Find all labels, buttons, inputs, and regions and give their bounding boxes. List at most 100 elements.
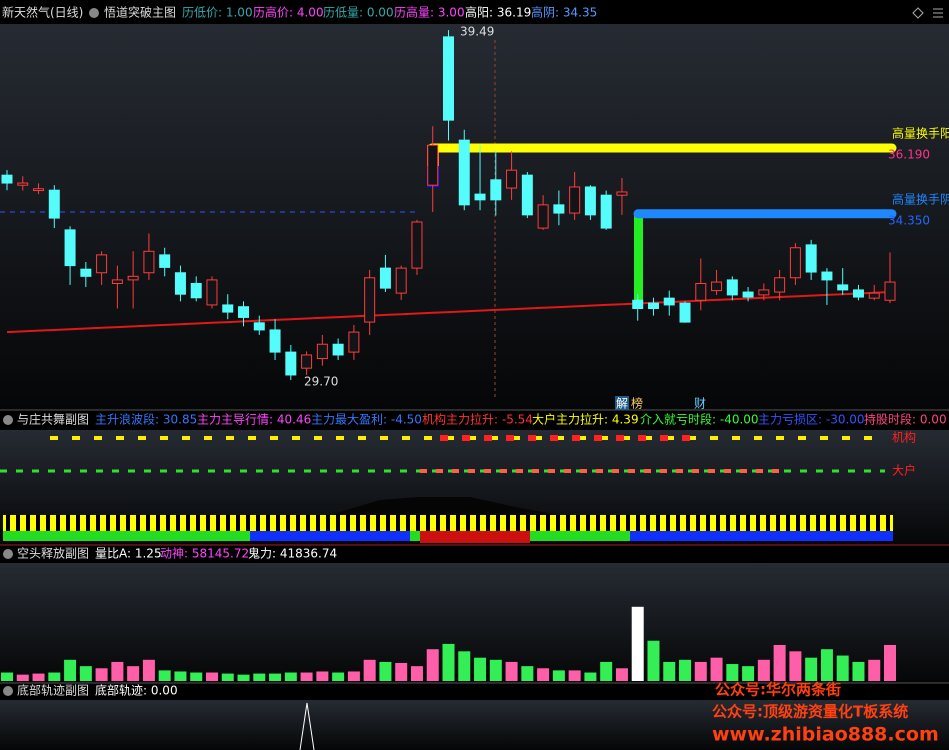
panel-title: 与庄共舞副图 xyxy=(17,412,89,427)
menu-icon[interactable] xyxy=(3,686,13,696)
panel4 xyxy=(0,700,949,750)
candle-body xyxy=(364,277,376,323)
low-label: 29.70 xyxy=(304,375,338,389)
candle-body xyxy=(269,329,281,353)
menu-icon[interactable] xyxy=(3,415,13,425)
candle-body xyxy=(111,279,123,284)
panel-item: 持股时段: 0.00 xyxy=(864,412,947,427)
volume-bar xyxy=(710,657,723,681)
candle-body xyxy=(64,229,76,267)
panel-item: 机构主力拉升: -5.54 xyxy=(422,412,533,427)
volume-bar xyxy=(568,670,581,681)
candle-body xyxy=(679,302,691,323)
header-item: 历低价: 1.00 xyxy=(182,6,253,20)
volume-bar xyxy=(205,672,218,681)
volume-bar xyxy=(284,672,297,681)
volume-bar xyxy=(79,666,92,681)
volume-bar xyxy=(694,661,707,681)
volume-bar xyxy=(332,672,345,681)
candle-body xyxy=(474,193,486,201)
volume-bar xyxy=(1,672,13,681)
candle-body xyxy=(33,188,45,192)
volume-bar xyxy=(852,661,865,681)
header-item: 历高量: 3.00 xyxy=(394,5,465,20)
candle-body xyxy=(569,186,581,214)
candle-body xyxy=(711,281,723,292)
volume-bar xyxy=(174,671,187,681)
volume-bar xyxy=(379,661,392,681)
candle-body xyxy=(316,343,328,360)
side-label: 机构 xyxy=(892,430,916,445)
candle-body xyxy=(48,189,60,219)
volume-bar xyxy=(237,674,250,681)
volume-bar xyxy=(868,659,881,681)
candle-body xyxy=(253,322,265,331)
candle-body xyxy=(285,351,297,376)
volume-bar xyxy=(663,661,676,681)
volume-bar xyxy=(363,659,376,681)
hump xyxy=(330,497,560,515)
watermark: www.zhibiao888.com xyxy=(712,724,939,746)
panel-item: 介入就亏时段: -40.00 xyxy=(640,412,759,427)
volume-bar xyxy=(48,672,61,681)
volume-bar xyxy=(95,668,108,681)
volume-bar xyxy=(269,673,282,681)
volume-bar xyxy=(600,661,613,681)
panel-item: 主力亏损区: -30.00 xyxy=(758,413,865,427)
level-value: 34.350 xyxy=(888,213,930,227)
side-label: 大户 xyxy=(892,463,916,478)
candle-body xyxy=(663,297,675,306)
high-label: 39.49 xyxy=(460,25,494,39)
candle-body xyxy=(443,36,454,121)
menu-icon[interactable] xyxy=(3,549,13,559)
header-item: 历低量: 0.00 xyxy=(323,6,394,20)
volume-bar xyxy=(426,649,439,681)
candle-body xyxy=(458,139,470,206)
candle-body xyxy=(837,284,849,291)
candle-body xyxy=(174,272,186,295)
candle-body xyxy=(632,299,644,309)
indicator-name: 悟道突破主图 xyxy=(104,5,176,20)
candle-body xyxy=(159,254,171,268)
volume-bar xyxy=(458,651,471,681)
level-name: 高量换手阴 xyxy=(892,191,949,206)
panel-title: 空头释放副图 xyxy=(17,546,89,561)
panel-item: 主力主导行情: 40.46 xyxy=(197,413,311,427)
menu-icon[interactable] xyxy=(89,8,99,18)
volume-bar xyxy=(300,672,313,681)
band xyxy=(250,531,410,541)
panel-item: 主力最大盈利: -4.50 xyxy=(311,413,422,427)
header-item: 高阳: 36.19 xyxy=(465,5,531,20)
header-item: 高阴: 34.35 xyxy=(531,5,597,20)
volume-bar xyxy=(221,673,234,681)
volume-bar xyxy=(474,657,487,681)
stripe-band xyxy=(3,515,893,531)
candle-body xyxy=(695,282,707,301)
volume-bar xyxy=(16,674,29,681)
panel-item: 大户主力拉升: 4.39 xyxy=(532,412,639,427)
panel-item: 主升浪波段: 30.85 xyxy=(95,412,197,427)
candle-body xyxy=(742,291,754,298)
signal-bar xyxy=(634,213,643,303)
watermark: 公众号:华尔两条街 xyxy=(715,681,841,699)
volume-bar xyxy=(64,659,77,681)
volume-bar xyxy=(552,670,565,681)
panel-item: 动神: 58145.72 xyxy=(160,547,249,561)
volume-bar xyxy=(505,661,518,681)
watermark: 公众号:顶级游资量化T板系统 xyxy=(712,703,908,721)
volume-bar xyxy=(158,670,171,681)
volume-bar xyxy=(773,644,786,681)
candle-body xyxy=(222,304,234,313)
diamond-icon[interactable] xyxy=(912,7,924,19)
candle-body xyxy=(584,186,596,216)
level-value: 36.190 xyxy=(888,148,930,162)
volume-bar xyxy=(805,657,818,681)
tag: 财 xyxy=(694,397,706,411)
volume-bar xyxy=(726,664,739,681)
candle-body xyxy=(348,331,360,353)
volume-bar xyxy=(395,662,408,681)
panel-title: 底部轨迹副图 xyxy=(17,683,89,698)
candle-body xyxy=(774,277,786,293)
candle-body xyxy=(143,250,155,274)
ma-line xyxy=(6,291,891,334)
